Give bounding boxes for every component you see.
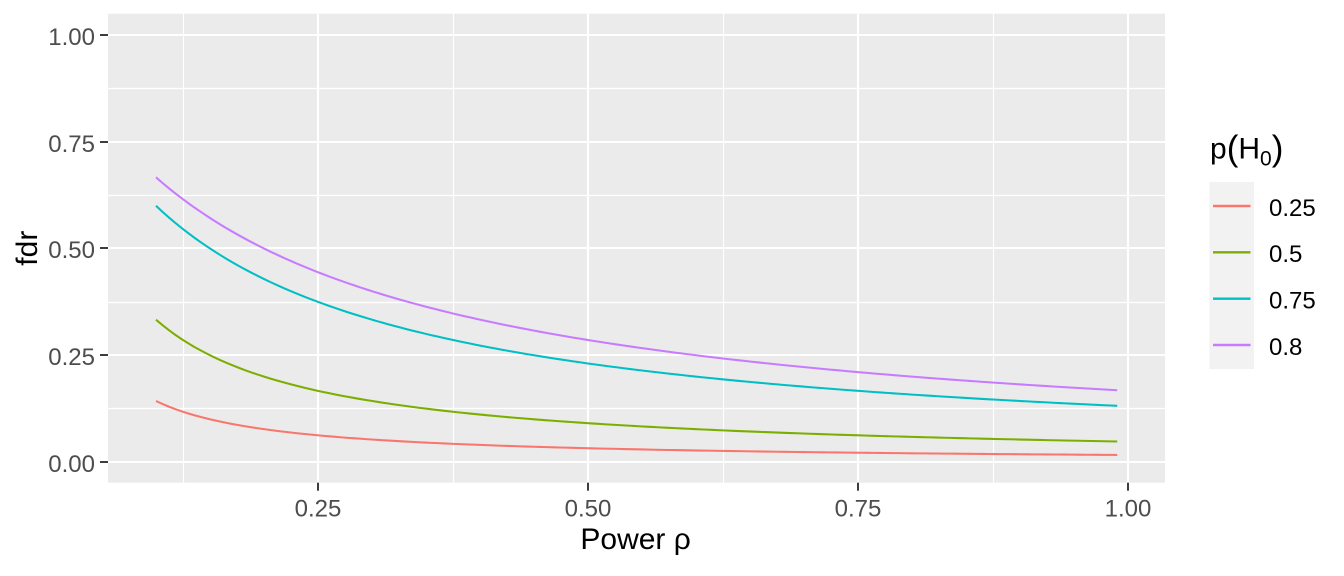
svg-text:0.25: 0.25 bbox=[1269, 195, 1316, 222]
svg-text:0.25: 0.25 bbox=[48, 344, 95, 371]
svg-text:1.00: 1.00 bbox=[48, 24, 95, 51]
svg-text:0.8: 0.8 bbox=[1269, 334, 1302, 361]
svg-text:0.50: 0.50 bbox=[565, 496, 612, 523]
svg-text:p(H0): p(H0) bbox=[1210, 129, 1283, 171]
svg-text:0.75: 0.75 bbox=[835, 496, 882, 523]
svg-text:0.75: 0.75 bbox=[1269, 287, 1316, 314]
svg-text:0.5: 0.5 bbox=[1269, 241, 1302, 268]
svg-text:0.75: 0.75 bbox=[48, 131, 95, 158]
svg-text:fdr: fdr bbox=[11, 231, 44, 266]
svg-text:1.00: 1.00 bbox=[1105, 496, 1152, 523]
svg-text:Power ρ: Power ρ bbox=[580, 523, 690, 556]
svg-text:0.50: 0.50 bbox=[48, 237, 95, 264]
svg-text:0.25: 0.25 bbox=[295, 496, 342, 523]
svg-text:0.00: 0.00 bbox=[48, 451, 95, 478]
